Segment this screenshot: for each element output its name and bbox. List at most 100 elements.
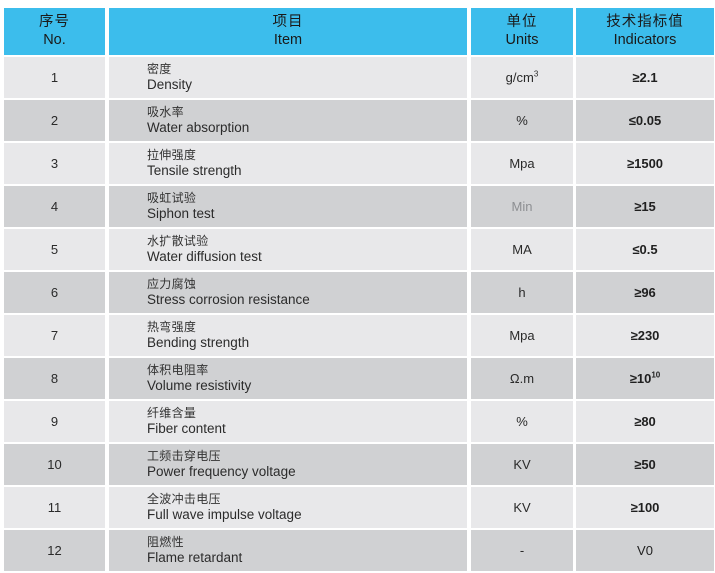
cell-units: KV	[471, 487, 573, 528]
indicator-value: ≥2.1	[632, 70, 658, 85]
cell-units: MA	[471, 229, 573, 270]
item-label-zh: 纤维含量	[147, 406, 197, 420]
cell-units: KV	[471, 444, 573, 485]
table-row: 1 密度 Density g/cm3 ≥2.1	[4, 57, 715, 98]
table-row: 9 纤维含量 Fiber content% ≥80	[4, 401, 715, 442]
cell-units: %	[471, 100, 573, 141]
indicator-value: ≥80	[634, 414, 656, 429]
cell-no: 1	[4, 57, 105, 98]
cell-item: 工频击穿电压 Power frequency voltage	[109, 444, 467, 485]
row-number: 12	[47, 543, 62, 558]
cell-indicator: ≤0.05	[576, 100, 714, 141]
cell-item: 应力腐蚀 Stress corrosion resistance	[109, 272, 467, 313]
item-label-en: Full wave impulse voltage	[147, 507, 302, 522]
table-row: 2 吸水率 Water absorption% ≤0.05	[4, 100, 715, 141]
item-label-en: Volume resistivity	[147, 378, 252, 393]
row-number: 2	[50, 113, 59, 128]
table-row: 5 水扩散试验 Water diffusion test MA ≤0.5	[4, 229, 715, 270]
unit-value: %	[516, 414, 528, 429]
indicator-value: V0	[637, 543, 653, 558]
item-label-zh: 全波冲击电压	[147, 492, 221, 506]
column-header-no-zh: 序号	[39, 14, 70, 30]
row-number: 5	[50, 242, 59, 257]
cell-indicator: ≤0.5	[576, 229, 714, 270]
table-row: 4 吸虹试验 Siphon test Min ≥15	[4, 186, 715, 227]
cell-no: 6	[4, 272, 105, 313]
row-number: 8	[50, 371, 59, 386]
unit-value: MA	[512, 242, 532, 257]
cell-item: 全波冲击电压 Full wave impulse voltage	[109, 487, 467, 528]
indicator-value: ≥50	[634, 457, 656, 472]
cell-indicator: ≥2.1	[576, 57, 714, 98]
column-header-indicators-zh: 技术指标值	[606, 14, 684, 30]
item-label-zh: 拉伸强度	[147, 148, 197, 162]
cell-indicator: ≥1010	[576, 358, 714, 399]
item-label-en: Power frequency voltage	[147, 464, 296, 479]
item-label-en: Stress corrosion resistance	[147, 292, 310, 307]
unit-value: %	[516, 113, 528, 128]
cell-indicator: V0	[576, 530, 714, 571]
cell-item: 吸虹试验 Siphon test	[109, 186, 467, 227]
item-label-zh: 密度	[147, 62, 172, 76]
indicator-value: ≥1500	[626, 156, 664, 171]
column-header-no-en: No.	[43, 32, 66, 48]
table-row: 7 热弯强度 Bending strength Mpa ≥230	[4, 315, 715, 356]
cell-no: 8	[4, 358, 105, 399]
item-label-en: Bending strength	[147, 335, 250, 350]
row-number: 4	[50, 199, 59, 214]
cell-indicator: ≥15	[576, 186, 714, 227]
cell-units: -	[471, 530, 573, 571]
table-row: 11 全波冲击电压 Full wave impulse voltage KV ≥100	[4, 487, 715, 528]
cell-units: Min	[471, 186, 573, 227]
item-label-zh: 阻燃性	[147, 535, 184, 549]
item-label-zh: 工频击穿电压	[147, 449, 221, 463]
cell-units: Mpa	[471, 315, 573, 356]
column-header-indicators: 技术指标值 Indicators	[576, 8, 714, 55]
row-number: 9	[50, 414, 59, 429]
cell-item: 热弯强度 Bending strength	[109, 315, 467, 356]
cell-no: 9	[4, 401, 105, 442]
column-header-item-zh: 项目	[272, 14, 304, 30]
row-number: 3	[50, 156, 59, 171]
column-header-no: 序号 No.	[4, 8, 105, 55]
cell-indicator: ≥80	[576, 401, 714, 442]
unit-value: Mpa	[509, 328, 535, 343]
item-label-zh: 体积电阻率	[147, 363, 209, 377]
indicator-value: ≥230	[630, 328, 660, 343]
indicator-value: ≤0.05	[628, 113, 662, 128]
unit-superscript: 3	[533, 69, 539, 79]
cell-indicator: ≥50	[576, 444, 714, 485]
cell-no: 2	[4, 100, 105, 141]
column-header-item: 项目 Item	[109, 8, 467, 55]
table-row: 10 工频击穿电压 Power frequency voltage KV ≥50	[4, 444, 715, 485]
cell-no: 10	[4, 444, 105, 485]
column-header-units-en: Units	[505, 32, 539, 48]
indicator-superscript: 10	[651, 370, 661, 380]
unit-value: KV	[513, 457, 531, 472]
table-row: 12 阻燃性 Flame retardant - V0	[4, 530, 715, 571]
cell-item: 阻燃性 Flame retardant	[109, 530, 467, 571]
unit-value: g/cm3	[505, 69, 539, 85]
table-row: 6 应力腐蚀 Stress corrosion resistance h ≥96	[4, 272, 715, 313]
row-number: 1	[50, 70, 59, 85]
table-header-row: 序号 No. 项目 Item 单位 Units 技术指标值 Indicators	[4, 8, 715, 55]
cell-units: h	[471, 272, 573, 313]
item-label-zh: 热弯强度	[147, 320, 197, 334]
column-header-units: 单位 Units	[471, 8, 573, 55]
item-label-en: Siphon test	[147, 206, 215, 221]
cell-no: 4	[4, 186, 105, 227]
unit-value: Ω.m	[509, 371, 535, 386]
indicator-value: ≥100	[630, 500, 660, 515]
item-label-en: Tensile strength	[147, 163, 242, 178]
item-label-en: Fiber content	[147, 421, 226, 436]
cell-item: 吸水率 Water absorption	[109, 100, 467, 141]
indicator-value: ≥96	[634, 285, 656, 300]
cell-item: 水扩散试验 Water diffusion test	[109, 229, 467, 270]
unit-value: KV	[513, 500, 531, 515]
column-header-units-zh: 单位	[506, 14, 538, 30]
unit-value: Mpa	[509, 156, 535, 171]
indicator-value: ≥15	[634, 199, 656, 214]
cell-indicator: ≥96	[576, 272, 714, 313]
unit-value: h	[518, 285, 526, 300]
indicator-value: ≥1010	[629, 370, 661, 386]
